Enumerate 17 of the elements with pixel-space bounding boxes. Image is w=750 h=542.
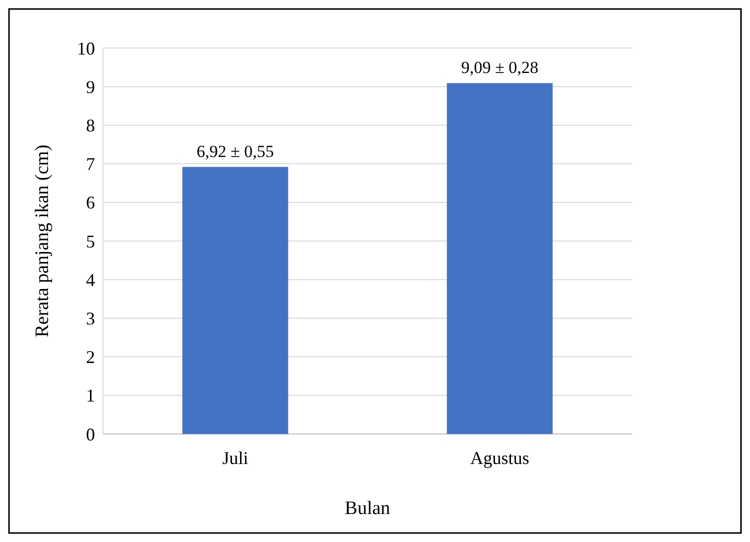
x-tick-label: Agustus [470, 448, 530, 468]
y-tick-label: 4 [86, 270, 95, 290]
x-tick-label: Juli [222, 448, 248, 468]
y-tick-label: 2 [86, 347, 95, 368]
y-tick-label: 3 [86, 308, 95, 328]
y-tick-label: 0 [86, 424, 95, 444]
y-tick-label: 10 [77, 38, 95, 58]
y-axis-title: Rerata panjang ikan (cm) [32, 144, 53, 338]
y-tick-label: 8 [86, 116, 95, 136]
y-tick-label: 1 [86, 386, 95, 406]
y-tick-label: 7 [86, 154, 95, 174]
x-axis-title: Bulan [344, 498, 391, 519]
data-label: 6,92 ± 0,55 [196, 142, 274, 161]
y-tick-label: 9 [86, 76, 95, 97]
y-tick-label: 5 [86, 231, 95, 252]
y-tick-label: 6 [86, 192, 95, 213]
data-label: 9,09 ± 0,28 [461, 58, 538, 78]
